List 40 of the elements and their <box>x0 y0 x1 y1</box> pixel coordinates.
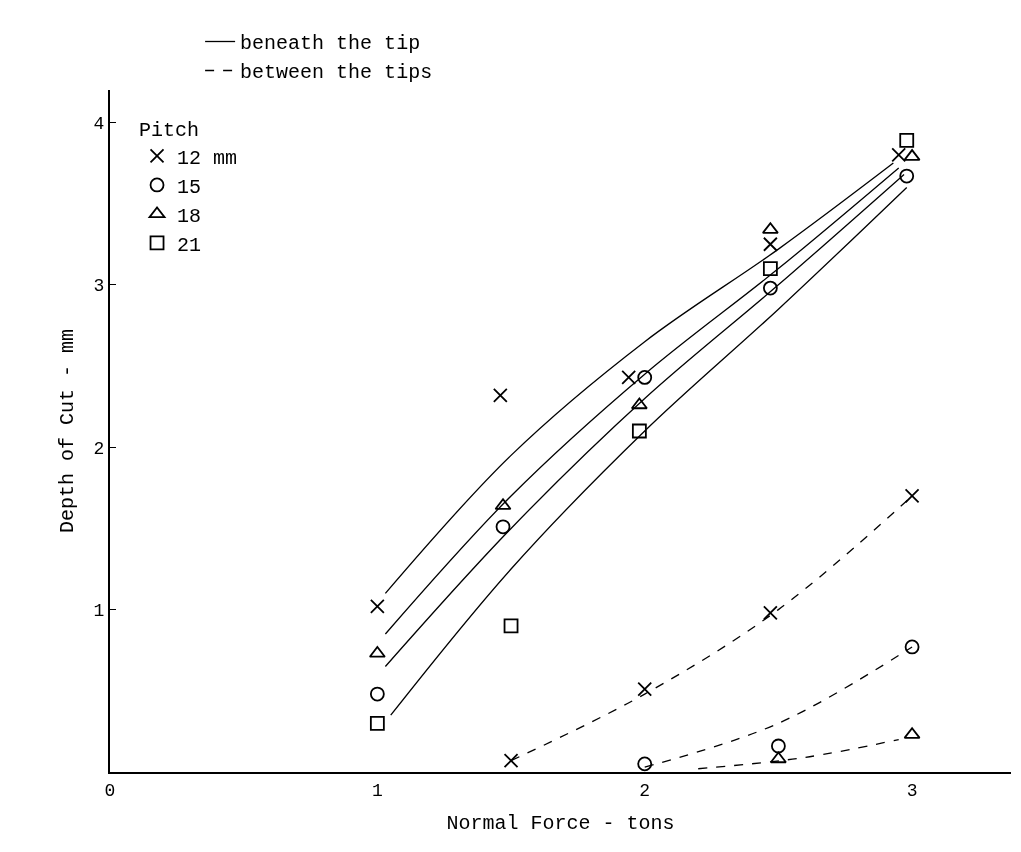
y-axis-title: Depth of Cut - mm <box>55 328 79 534</box>
y-tick-label: 3 <box>93 276 105 297</box>
x-tick-label: 3 <box>906 780 918 801</box>
point <box>503 618 519 634</box>
point <box>369 686 385 702</box>
point <box>904 488 920 504</box>
y-tick-label: 2 <box>93 438 105 459</box>
point <box>899 168 915 184</box>
y-tick-label: 4 <box>93 113 105 134</box>
point <box>769 751 787 764</box>
x-axis-title: Normal Force - tons <box>446 811 675 835</box>
point <box>369 598 385 614</box>
legend-title: Pitch <box>139 119 200 143</box>
x-tick-label: 2 <box>639 780 651 801</box>
point <box>904 639 920 655</box>
point <box>630 397 648 410</box>
point <box>503 753 519 769</box>
point <box>492 387 508 403</box>
point <box>899 132 915 148</box>
x-tick-label: 0 <box>104 780 116 801</box>
x-tick-label: 1 <box>371 780 383 801</box>
point <box>762 605 778 621</box>
point <box>369 715 385 731</box>
point <box>631 423 647 439</box>
point <box>762 236 778 252</box>
point <box>637 370 653 385</box>
legend-label: between the tips <box>240 61 433 85</box>
point <box>762 280 778 296</box>
point <box>637 681 653 697</box>
y-tick-label: 1 <box>93 600 105 621</box>
point <box>495 519 511 535</box>
point <box>771 738 786 754</box>
legend-label: 18 <box>177 204 202 228</box>
point <box>637 756 653 772</box>
point <box>762 261 778 277</box>
legend-label: 21 <box>177 233 202 257</box>
legend-label: 15 <box>177 175 202 199</box>
legend-label: beneath the tip <box>240 32 421 56</box>
point <box>621 370 637 385</box>
legend-label: 12 mm <box>177 146 238 170</box>
